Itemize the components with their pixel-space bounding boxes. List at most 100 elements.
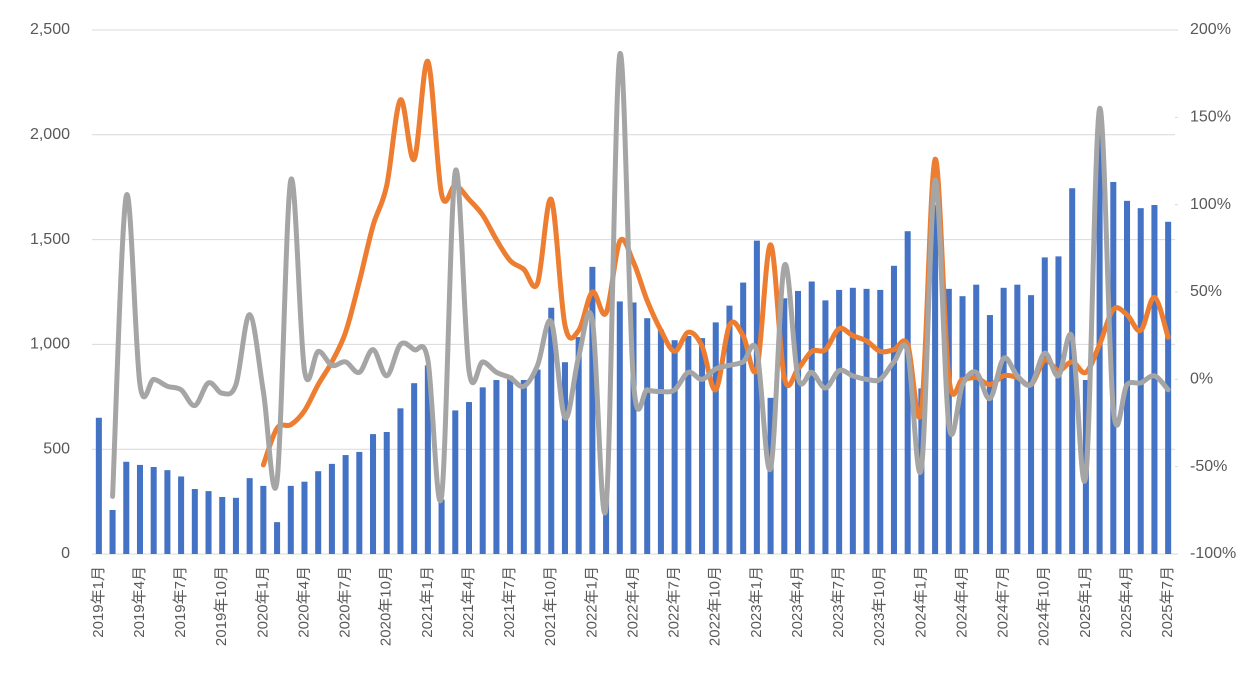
line [260,58,1171,468]
bar [123,461,130,554]
bar [890,265,897,554]
bar [356,451,363,554]
bar [191,489,198,554]
x-tick-label: 2023年7月 [830,566,847,638]
x-tick-label: 2021年1月 [419,566,436,638]
x-tick-label: 2025年1月 [1077,566,1094,638]
x-tick-label: 2020年7月 [337,566,354,638]
bar [205,491,212,554]
y-tick-label: 2,500 [30,21,70,38]
bar [781,298,788,554]
bar [136,464,143,554]
bar [1000,287,1007,554]
y2-tick-label: 0% [1190,371,1213,388]
bar [1124,200,1131,554]
bar [109,509,116,554]
bar [630,302,637,554]
bar [397,408,404,554]
bar [973,284,980,554]
y2-tick-label: -100% [1190,545,1236,562]
bar [260,485,267,554]
bar [794,290,802,554]
bar [1151,205,1158,555]
x-tick-label: 2019年4月 [131,566,148,638]
bar [1028,295,1035,554]
y-tick-label: 2,000 [30,126,70,143]
bar [1055,256,1062,554]
x-tick-label: 2024年1月 [912,566,929,638]
bar [520,380,527,554]
bar [1014,284,1021,554]
y2-tick-label: -50% [1190,458,1227,475]
x-tick-label: 2020年1月 [254,566,271,638]
bar [232,497,239,554]
bar [753,240,760,554]
bar [822,300,829,554]
y2-tick-label: 150% [1190,109,1231,126]
bar [370,434,377,554]
x-tick-label: 2019年10月 [213,566,230,646]
bar [685,336,692,554]
x-tick-label: 2021年4月 [460,566,477,638]
bar [671,340,678,554]
bar [274,522,281,554]
bar [575,337,582,554]
y-tick-label: 0 [61,545,70,562]
bar [644,318,651,554]
bar [411,383,418,554]
bar [342,455,349,554]
x-tick-label: 2022年1月 [583,566,600,638]
bar [219,496,226,554]
bar [287,485,294,554]
x-tick-label: 2024年7月 [995,566,1012,638]
x-tick-label: 2023年10月 [871,566,888,646]
bar [959,296,966,554]
bar [904,231,911,554]
bar [1041,257,1048,554]
bar [603,499,610,554]
y2-tick-label: 200% [1190,21,1231,38]
bar [986,315,993,554]
y-tick-label: 1,000 [30,336,70,353]
bar [424,365,431,554]
bar [932,205,939,555]
y2-tick-label: 100% [1190,196,1231,213]
bar [315,471,322,554]
x-tick-label: 2019年1月 [90,566,107,638]
bar [178,476,185,554]
x-tick-label: 2024年4月 [953,566,970,638]
bar [534,369,541,554]
bar [438,499,445,554]
bar [561,362,568,554]
x-tick-label: 2024年10月 [1036,566,1053,646]
bar [479,387,486,554]
bar [699,338,706,554]
bar [726,305,733,554]
x-tick-label: 2022年4月 [624,566,641,638]
bar [150,467,157,554]
bar [383,432,390,554]
bar [1069,188,1076,555]
x-tick-label: 2023年1月 [748,566,765,638]
bar [863,288,870,554]
bar [164,470,171,554]
bar [1096,113,1103,554]
bar [616,301,623,554]
bar [877,289,884,554]
x-tick-label: 2025年7月 [1159,566,1176,638]
x-tick-label: 2022年7月 [666,566,683,638]
bar [507,375,514,554]
x-tick-label: 2020年10月 [378,566,395,646]
bar [767,397,774,554]
x-tick-label: 2021年10月 [542,566,559,646]
x-tick-label: 2023年4月 [789,566,806,638]
x-tick-label: 2020年4月 [295,566,312,638]
line [110,51,1171,516]
y2-tick-label: 50% [1190,283,1222,300]
bar [589,266,596,554]
y-tick-label: 1,500 [30,231,70,248]
bar [657,329,664,554]
bar [328,463,335,554]
x-tick-label: 2022年10月 [707,566,724,646]
